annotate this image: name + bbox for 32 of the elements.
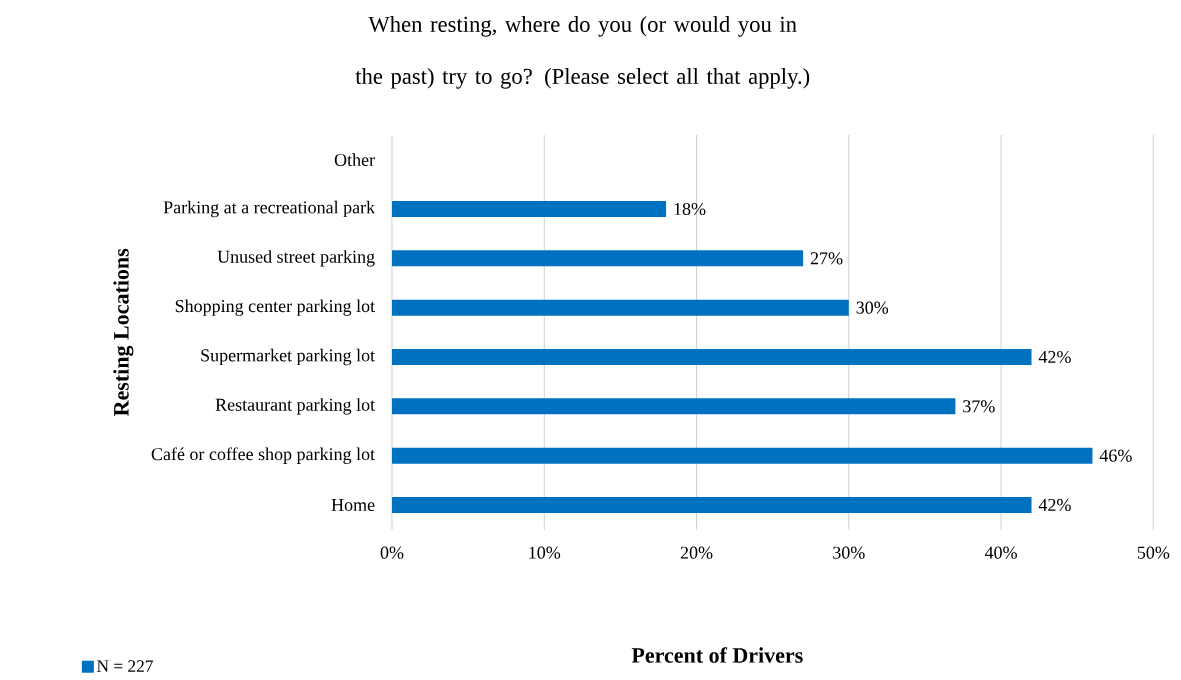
bar [392,398,956,415]
x-tick-label: 30% [833,546,865,559]
x-tick-label: 10% [529,546,561,559]
x-tick-label: 20% [680,546,713,559]
y-tick-label: Parking at a recreational park [163,200,376,218]
data-label: 42% [1038,498,1071,512]
bar [392,497,1032,514]
data-label: 46% [1099,449,1132,462]
x-tick-label: 0% [380,546,404,559]
y-tick-label: Restaurant parking lot [215,398,375,415]
data-label: 27% [810,252,843,265]
data-label: 30% [856,301,889,314]
data-label: 18% [674,202,706,216]
x-tick-label: 50% [1137,546,1170,559]
y-tick-label: Shopping center parking lot [175,299,375,316]
bar [392,201,667,218]
y-tick-label: Café or coffee shop parking lot [151,447,375,465]
data-label: 37% [963,400,995,413]
data-label: 42% [1038,350,1071,364]
chart-title: When resting, where do you (or would you in the past) try to go? (Please select all that apply.) [355,16,810,89]
y-tick-label: Unused street parking [217,250,375,267]
legend-label: N = 227 [97,660,153,672]
bar [392,349,1032,366]
bar [392,299,849,316]
bar [392,447,1093,464]
y-tick-label: Other [334,153,375,167]
y-tick-label: Supermarket parking lot [201,348,375,366]
y-tick-label: Home [331,499,375,512]
x-axis-title: Percent of Drivers [631,647,803,663]
x-tick-label: 40% [984,546,1017,559]
y-axis-title: Resting Locations [113,248,134,417]
bar [392,250,804,267]
